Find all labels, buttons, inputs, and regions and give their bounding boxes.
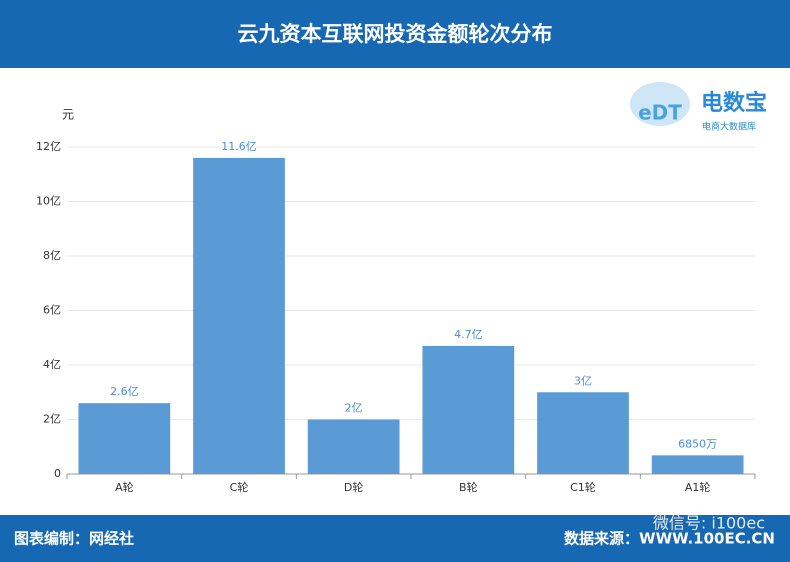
y-axis-label: 元 <box>62 108 74 122</box>
value-label: 3亿 <box>574 374 592 387</box>
y-tick-label: 10亿 <box>36 195 61 208</box>
bar <box>307 419 400 474</box>
logo-name: 电数宝 <box>701 90 767 116</box>
y-tick-label: 0 <box>54 467 61 480</box>
x-tick-label: A轮 <box>115 480 134 494</box>
y-tick-label: 2亿 <box>43 413 61 426</box>
value-label: 2亿 <box>345 402 363 415</box>
y-tick-label: 4亿 <box>43 358 61 371</box>
y-tick-label: 12亿 <box>36 140 61 153</box>
x-tick-label: C轮 <box>230 480 249 494</box>
x-tick-label: A1轮 <box>685 480 711 494</box>
bar <box>537 392 629 474</box>
x-tick-label: B轮 <box>459 480 478 494</box>
value-label: 2.6亿 <box>110 385 139 398</box>
footer-band <box>0 515 790 562</box>
value-label: 4.7亿 <box>454 328 483 341</box>
footer-left: 图表编制：网经社 <box>14 530 134 548</box>
value-label: 11.6亿 <box>221 140 257 153</box>
watermark: 微信号: i100ec <box>653 514 765 533</box>
logo: eDT 电数宝 电商大数据库 <box>630 82 767 133</box>
header-band <box>0 0 790 68</box>
x-tick-label: C1轮 <box>570 480 596 494</box>
y-tick-label: 8亿 <box>43 249 61 262</box>
bar <box>422 345 515 474</box>
x-tick-label: D轮 <box>344 480 363 494</box>
y-tick-label: 6亿 <box>43 304 61 317</box>
footer-right: 数据来源：WWW.100EC.CN <box>564 530 775 548</box>
logo-cloud <box>630 82 690 126</box>
chart-title: 云九资本互联网投资金额轮次分布 <box>238 22 553 46</box>
bar <box>651 455 744 474</box>
value-label: 6850万 <box>678 437 717 450</box>
bar <box>193 157 285 474</box>
logo-tagline: 电商大数据库 <box>702 121 756 133</box>
bar <box>78 403 171 474</box>
logo-mark: eDT <box>638 101 682 125</box>
